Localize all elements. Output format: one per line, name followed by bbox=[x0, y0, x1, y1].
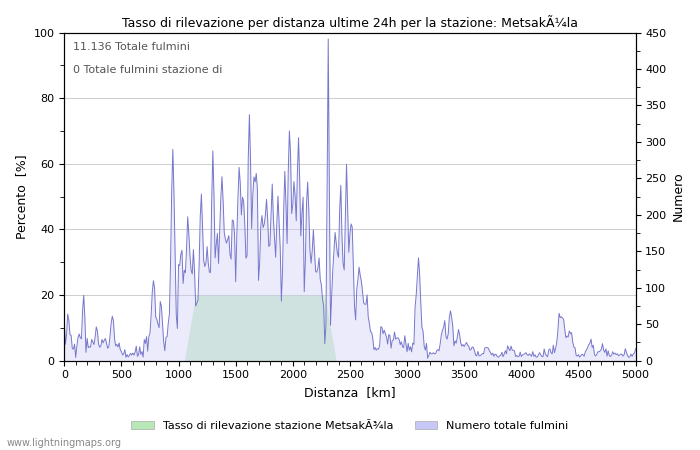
Text: 11.136 Totale fulmini: 11.136 Totale fulmini bbox=[73, 42, 190, 52]
Y-axis label: Percento  [%]: Percento [%] bbox=[15, 154, 28, 239]
Y-axis label: Numero: Numero bbox=[672, 172, 685, 221]
Title: Tasso di rilevazione per distanza ultime 24h per la stazione: MetsakÃ¼la: Tasso di rilevazione per distanza ultime… bbox=[122, 15, 578, 30]
Text: www.lightningmaps.org: www.lightningmaps.org bbox=[7, 438, 122, 448]
Legend: Tasso di rilevazione stazione MetsakÃ¾la, Numero totale fulmini: Tasso di rilevazione stazione MetsakÃ¾la… bbox=[127, 417, 573, 436]
X-axis label: Distanza  [km]: Distanza [km] bbox=[304, 386, 396, 399]
Text: 0 Totale fulmini stazione di: 0 Totale fulmini stazione di bbox=[73, 65, 222, 75]
